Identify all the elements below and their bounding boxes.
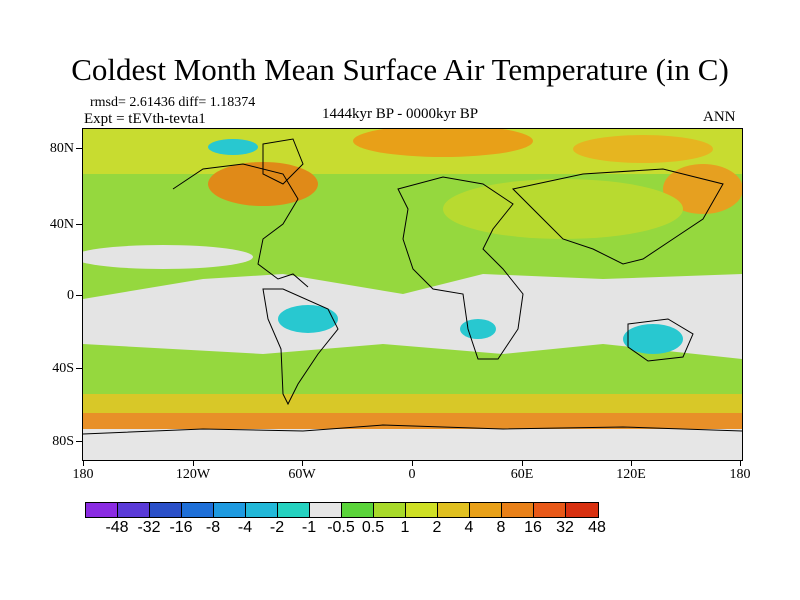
lat-tick <box>76 148 82 149</box>
colorbar-label: -0.5 <box>327 519 355 536</box>
colorbar-swatch <box>118 503 150 517</box>
colorbar-label: 48 <box>588 519 606 536</box>
lon-label-60w: 60W <box>288 467 316 482</box>
africa-cool-patch <box>460 319 496 339</box>
map-canvas <box>83 129 742 460</box>
colorbar <box>85 502 599 518</box>
lon-tick <box>193 460 194 466</box>
lat-tick <box>76 224 82 225</box>
lat-label-0: 0 <box>67 288 74 303</box>
north-pacific-neutral <box>83 245 253 269</box>
colorbar-label: -4 <box>237 519 253 536</box>
colorbar-swatch <box>374 503 406 517</box>
colorbar-swatch <box>150 503 182 517</box>
lon-label-180w: 180 <box>72 467 94 482</box>
lon-tick <box>412 460 413 466</box>
lon-tick <box>83 460 84 466</box>
colorbar-label: -16 <box>169 519 193 536</box>
experiment-label: Expt = tEVth-tevta1 <box>84 111 206 127</box>
australia-coast <box>627 318 694 362</box>
colorbar-swatch <box>470 503 502 517</box>
lon-label-120w: 120W <box>175 467 211 482</box>
colorbar-label: 0.5 <box>361 519 385 536</box>
colorbar-label: 1 <box>400 519 410 536</box>
colorbar-swatch <box>278 503 310 517</box>
colorbar-swatch <box>342 503 374 517</box>
map-title: Coldest Month Mean Surface Air Temperatu… <box>71 52 729 87</box>
colorbar-label: 32 <box>556 519 574 536</box>
colorbar-label: -8 <box>205 519 221 536</box>
season-label: ANN <box>703 109 736 125</box>
antarctica-neutral <box>83 429 742 460</box>
rmsd-diff-label: rmsd= 2.61436 diff= 1.18374 <box>90 95 256 110</box>
lon-label-0: 0 <box>408 467 416 482</box>
lat-label-40n: 40N <box>49 217 74 232</box>
lon-label-120e: 120E <box>616 467 646 482</box>
lon-tick <box>302 460 303 466</box>
africa-europe-coast <box>397 176 524 360</box>
south-america-coast <box>262 288 339 406</box>
antarctica-coast <box>83 424 742 435</box>
south-america-cool-patch <box>278 305 338 333</box>
asia-coast <box>511 168 724 265</box>
colorbar-swatch <box>214 503 246 517</box>
temperature-map <box>82 128 743 461</box>
siberia-patch <box>573 135 713 163</box>
asia-patch <box>443 179 683 239</box>
colorbar-swatch <box>86 503 118 517</box>
colorbar-swatch <box>310 503 342 517</box>
period-label: 1444kyr BP - 0000kyr BP <box>322 106 479 122</box>
lon-label-60e: 60E <box>510 467 534 482</box>
lon-tick <box>522 460 523 466</box>
lon-label-180e: 180 <box>729 467 751 482</box>
colorbar-swatch <box>406 503 438 517</box>
lat-label-80s: 80S <box>52 434 74 449</box>
coastlines <box>83 138 742 435</box>
antarctic-warm-band <box>83 413 742 431</box>
colorbar-label: -48 <box>105 519 129 536</box>
colorbar-label: -1 <box>301 519 317 536</box>
colorbar-label: 16 <box>524 519 542 536</box>
colorbar-label: -2 <box>269 519 285 536</box>
greenland-warm-patch <box>208 162 318 206</box>
arctic-warm-patch <box>353 129 533 157</box>
east-asia-patch <box>663 164 742 214</box>
lon-tick <box>631 460 632 466</box>
colorbar-swatch <box>502 503 534 517</box>
tropical-neutral-band <box>83 274 742 359</box>
colorbar-label: 8 <box>496 519 506 536</box>
colorbar-label: 4 <box>464 519 474 536</box>
colorbar-label: -32 <box>137 519 161 536</box>
north-america-coast <box>172 163 309 288</box>
canada-arctic-cool-patch <box>208 139 258 155</box>
australia-cool-patch <box>623 324 683 354</box>
colorbar-swatch <box>182 503 214 517</box>
colorbar-label: 2 <box>432 519 442 536</box>
lon-tick <box>740 460 741 466</box>
colorbar-swatch <box>534 503 566 517</box>
lat-tick <box>76 441 82 442</box>
greenland-coast <box>262 138 304 185</box>
lat-tick <box>76 368 82 369</box>
colorbar-swatch <box>566 503 598 517</box>
lat-label-80n: 80N <box>49 141 74 156</box>
lat-label-40s: 40S <box>52 361 74 376</box>
colorbar-swatch <box>246 503 278 517</box>
colorbar-swatch <box>438 503 470 517</box>
lat-tick <box>76 295 82 296</box>
